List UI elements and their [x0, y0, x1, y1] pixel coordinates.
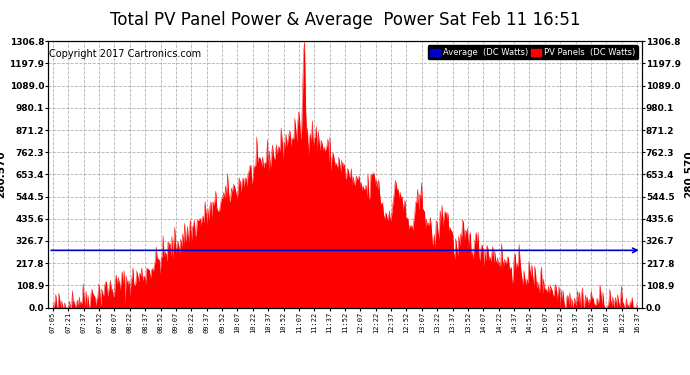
Legend: Average  (DC Watts), PV Panels  (DC Watts): Average (DC Watts), PV Panels (DC Watts) [428, 45, 638, 59]
Text: Copyright 2017 Cartronics.com: Copyright 2017 Cartronics.com [50, 49, 201, 59]
Y-axis label: 280.570: 280.570 [0, 150, 6, 198]
Text: Total PV Panel Power & Average  Power Sat Feb 11 16:51: Total PV Panel Power & Average Power Sat… [110, 11, 580, 29]
Y-axis label: 280.570: 280.570 [684, 150, 690, 198]
